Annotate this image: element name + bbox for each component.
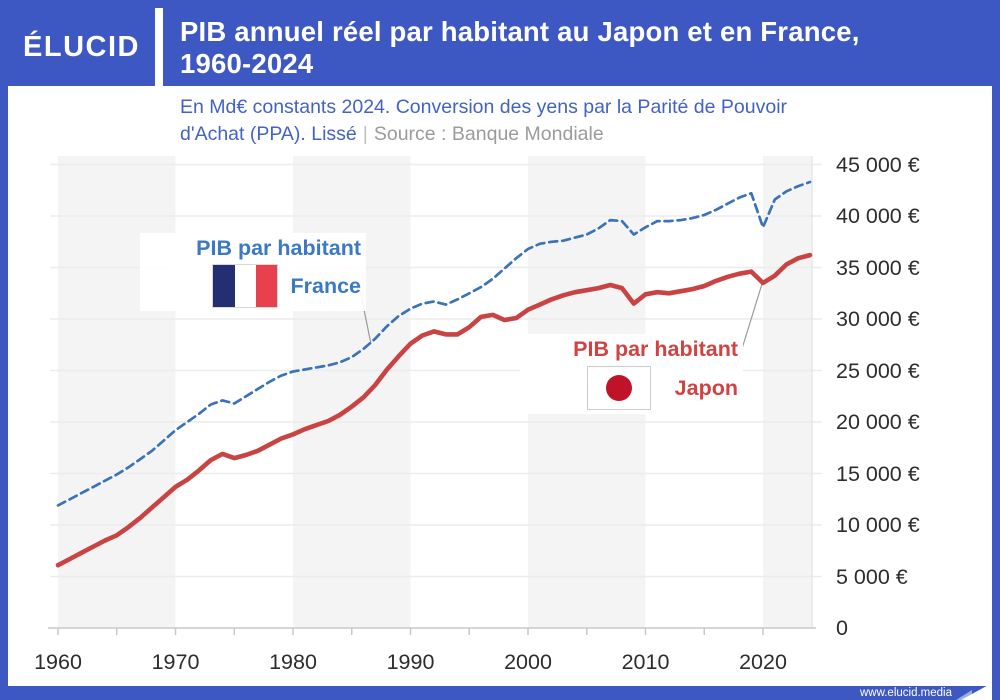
y-axis-label: 5 000 € — [836, 564, 908, 589]
y-axis-label: 40 000 € — [836, 204, 920, 228]
x-axis-label: 2000 — [504, 650, 552, 674]
y-axis-label: 35 000 € — [836, 255, 920, 280]
france-series-label: PIB par habitant France — [140, 233, 366, 311]
x-axis-label: 2010 — [621, 650, 670, 674]
chart-subtitle: En Md€ constants 2024. Conversion des ye… — [180, 94, 787, 148]
subtitle-line2: d'Achat (PPA). Lissé — [180, 123, 357, 145]
elucid-logo-box: ÉLUCID — [8, 8, 155, 86]
page-title: PIB annuel réel par habitant au Japon et… — [163, 8, 992, 80]
x-axis-label: 2020 — [739, 650, 787, 674]
elucid-arrow-icon — [956, 683, 992, 700]
y-axis-label: 25 000 € — [836, 358, 920, 383]
decade-band — [763, 156, 812, 628]
title-line2: 1960-2024 — [180, 48, 314, 79]
x-axis-label: 1980 — [269, 650, 317, 674]
y-axis-label: 15 000 € — [836, 461, 920, 486]
france-label-line1: PIB par habitant — [196, 236, 361, 260]
elucid-logo: ÉLUCID — [23, 30, 140, 63]
japan-series-label: PIB par habitant Japon — [520, 334, 743, 414]
x-axis-label: 1990 — [386, 650, 435, 674]
france-flag-icon — [213, 265, 278, 307]
japan-label-line2: Japon — [674, 375, 738, 400]
japan-flag-icon — [586, 366, 651, 410]
source-text: Source : Banque Mondiale — [373, 123, 604, 145]
x-axis-label: 1960 — [34, 650, 82, 674]
title-line1: PIB annuel réel par habitant au Japon et… — [180, 16, 860, 47]
y-axis-label: 45 000 € — [836, 152, 920, 177]
y-axis-label: 20 000 € — [836, 410, 920, 434]
subtitle-line1: En Md€ constants 2024. Conversion des ye… — [180, 96, 788, 118]
footer-bar — [0, 686, 1000, 700]
y-axis-label: 10 000 € — [836, 513, 920, 537]
title-banner: PIB annuel réel par habitant au Japon et… — [163, 8, 992, 86]
footer-url: www.elucid.media — [859, 687, 952, 699]
japan-label-line1: PIB par habitant — [573, 337, 738, 361]
decade-band — [293, 156, 411, 628]
y-axis-label: 0 — [836, 616, 848, 640]
france-label-line2: France — [290, 273, 361, 298]
x-axis-label: 1970 — [151, 650, 200, 674]
y-axis-label: 30 000 € — [836, 307, 920, 331]
japan-line — [55, 252, 813, 568]
france-line — [56, 180, 812, 507]
subtitle-separator: | — [362, 123, 368, 145]
